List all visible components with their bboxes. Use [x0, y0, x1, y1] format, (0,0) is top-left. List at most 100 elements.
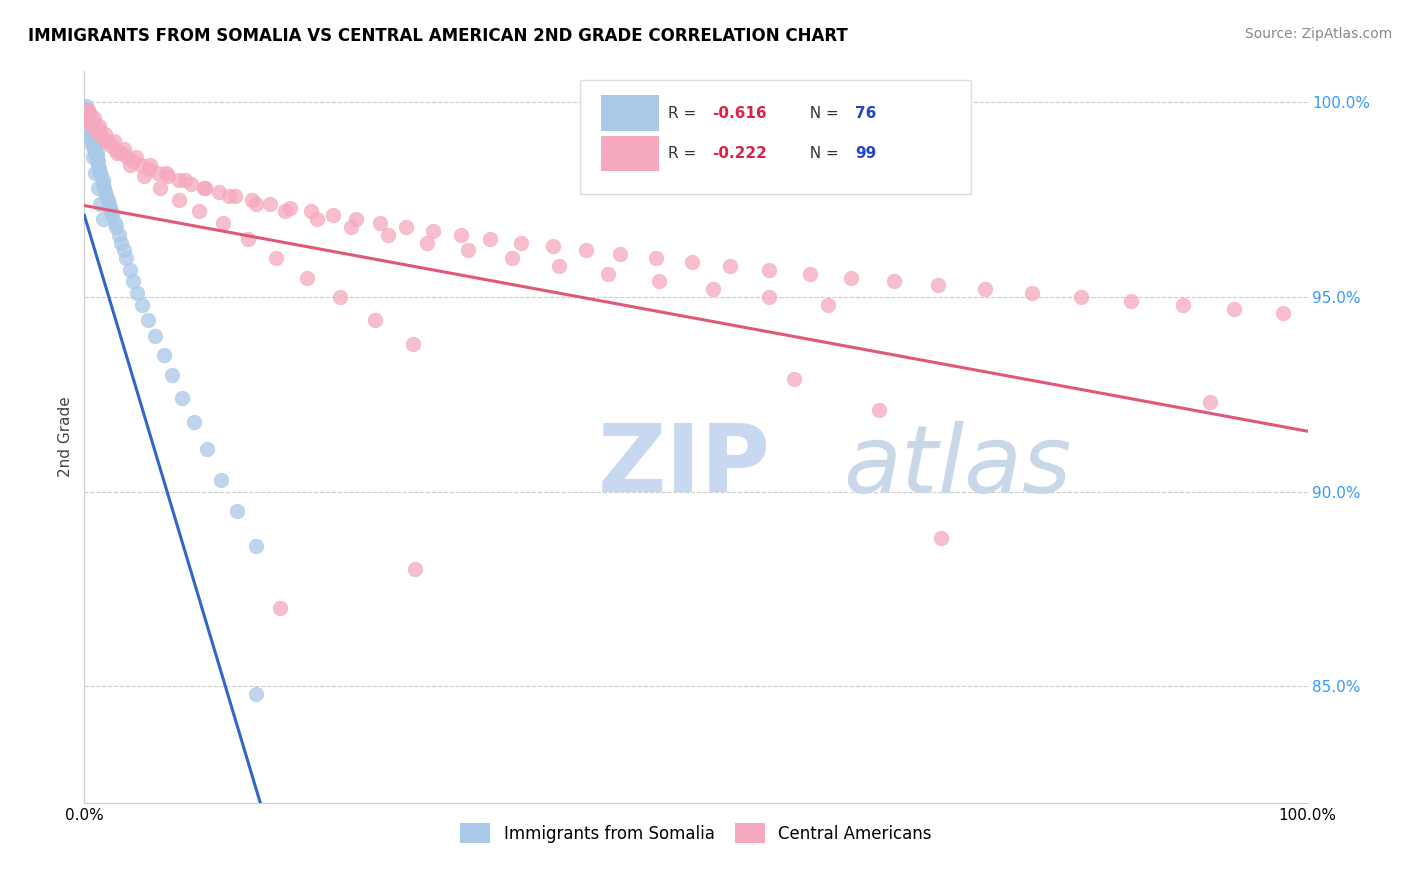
Point: [91, 173, 114, 187]
Point: [84, 122, 107, 136]
Point: [799, 267, 821, 281]
Point: [87, 119, 110, 133]
Point: [79, 130, 101, 145]
Point: [718, 259, 741, 273]
Point: [87, 127, 110, 141]
Point: [104, 216, 127, 230]
Point: [77, 115, 100, 129]
Point: [80, 127, 103, 141]
Point: [77, 103, 100, 118]
Point: [94, 127, 117, 141]
Point: [240, 193, 263, 207]
Point: [1223, 301, 1246, 316]
Point: [84, 142, 107, 156]
Point: [208, 185, 231, 199]
Point: [89, 165, 111, 179]
Point: [83, 142, 105, 156]
Point: [1198, 395, 1220, 409]
Point: [344, 212, 367, 227]
Point: [450, 227, 472, 242]
Point: [136, 313, 159, 327]
Point: [87, 153, 110, 168]
Point: [82, 135, 104, 149]
Point: [125, 286, 148, 301]
Point: [87, 158, 110, 172]
Point: [1121, 293, 1143, 308]
Text: N =: N =: [800, 105, 844, 120]
Point: [149, 181, 172, 195]
Point: [82, 130, 104, 145]
Point: [1171, 298, 1194, 312]
Point: [927, 278, 949, 293]
Point: [115, 150, 138, 164]
Point: [94, 185, 117, 199]
Point: [86, 150, 108, 164]
Point: [266, 251, 288, 265]
Point: [188, 204, 211, 219]
Point: [479, 232, 502, 246]
Text: N =: N =: [800, 145, 844, 161]
Point: [322, 208, 344, 222]
Point: [134, 169, 156, 184]
Point: [115, 251, 138, 265]
Point: [112, 244, 135, 258]
Point: [76, 107, 98, 121]
Point: [502, 251, 524, 265]
Point: [364, 313, 387, 327]
Point: [259, 196, 281, 211]
Point: [377, 227, 399, 242]
Point: [84, 146, 107, 161]
Point: [269, 601, 291, 615]
Point: [83, 119, 105, 133]
Point: [107, 227, 129, 242]
FancyBboxPatch shape: [600, 136, 659, 171]
Point: [299, 204, 322, 219]
Point: [209, 473, 232, 487]
Point: [143, 329, 166, 343]
Point: [402, 336, 425, 351]
Point: [86, 146, 108, 161]
Text: R =: R =: [668, 105, 702, 120]
Point: [110, 146, 132, 161]
Point: [416, 235, 439, 250]
Point: [162, 368, 184, 382]
Point: [305, 212, 328, 227]
Point: [103, 135, 125, 149]
Point: [76, 107, 98, 121]
Point: [104, 142, 127, 156]
Point: [77, 111, 100, 125]
Point: [1272, 305, 1295, 319]
Point: [93, 181, 115, 195]
Point: [194, 181, 217, 195]
Point: [87, 161, 110, 176]
Point: [973, 282, 995, 296]
Point: [89, 196, 111, 211]
Point: [77, 107, 100, 121]
Point: [758, 262, 780, 277]
Point: [167, 173, 190, 187]
Point: [644, 251, 666, 265]
Point: [609, 247, 631, 261]
Point: [218, 189, 240, 203]
Point: [77, 119, 100, 133]
Point: [211, 216, 233, 230]
Point: [82, 119, 104, 133]
Point: [75, 107, 97, 121]
Point: [87, 161, 110, 176]
Point: [76, 103, 98, 118]
Point: [274, 204, 297, 219]
Point: [404, 562, 426, 576]
FancyBboxPatch shape: [600, 95, 659, 130]
Point: [129, 158, 152, 172]
Point: [783, 372, 806, 386]
FancyBboxPatch shape: [579, 80, 972, 194]
Point: [80, 130, 103, 145]
Point: [125, 150, 148, 164]
Point: [139, 158, 162, 172]
Point: [758, 290, 780, 304]
Point: [548, 259, 571, 273]
Point: [82, 115, 104, 129]
Point: [82, 150, 104, 164]
Point: [100, 204, 122, 219]
Point: [146, 165, 169, 179]
